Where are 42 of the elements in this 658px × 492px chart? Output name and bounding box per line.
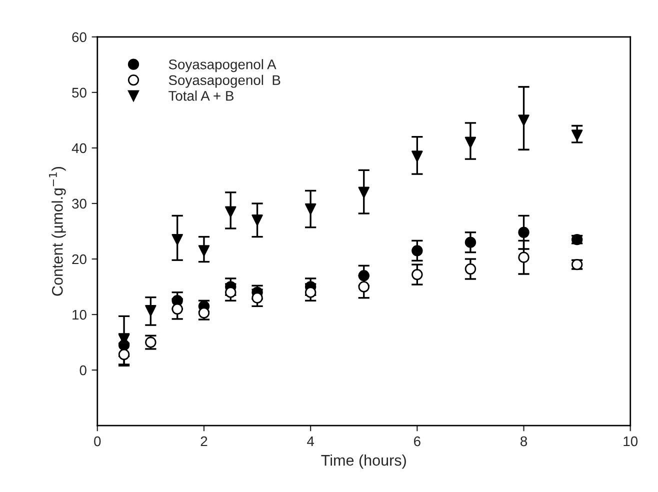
point: [118, 348, 130, 360]
y-tick-label: 10: [72, 310, 86, 320]
point: [172, 303, 183, 315]
point: [464, 263, 476, 275]
point: [518, 114, 530, 126]
point: [518, 226, 530, 238]
x-tick-label: 2: [200, 436, 208, 446]
x-tick-label: 10: [624, 436, 638, 446]
point: [464, 136, 476, 148]
point: [518, 252, 530, 263]
x-tick-label: 0: [94, 436, 101, 446]
x-tick-label: 4: [307, 436, 314, 446]
legend-label: Soyasapogenol A: [168, 59, 276, 72]
point: [358, 186, 370, 198]
y-axis-title: Content (µmol.g$^{−1}$): [49, 167, 66, 296]
y-tick-label: 20: [72, 254, 86, 264]
point: [198, 245, 210, 256]
x-tick-label: 6: [414, 436, 420, 446]
point: [225, 286, 236, 298]
legend-label: Soyasapogenol B: [168, 74, 280, 88]
point: [412, 150, 423, 162]
y-tick-label: 0: [80, 365, 86, 376]
legend-label: Total A + B: [168, 90, 234, 101]
point: [172, 234, 183, 246]
point: [252, 214, 263, 226]
point: [464, 236, 476, 248]
point: [145, 305, 156, 316]
point: [225, 206, 236, 218]
point: [252, 292, 263, 304]
y-tick-label: 40: [72, 143, 86, 154]
point: [304, 286, 316, 298]
point: [304, 203, 316, 215]
y-tick-label: 50: [72, 88, 86, 98]
point: [358, 281, 370, 292]
point: [412, 245, 423, 256]
point: [412, 268, 423, 280]
point: [358, 270, 370, 282]
point: [571, 130, 583, 141]
x-tick-label: 8: [520, 436, 528, 446]
y-tick-label: 60: [72, 32, 86, 42]
x-axis-title: Time (hours): [321, 454, 406, 469]
y-tick-label: 30: [72, 198, 86, 209]
